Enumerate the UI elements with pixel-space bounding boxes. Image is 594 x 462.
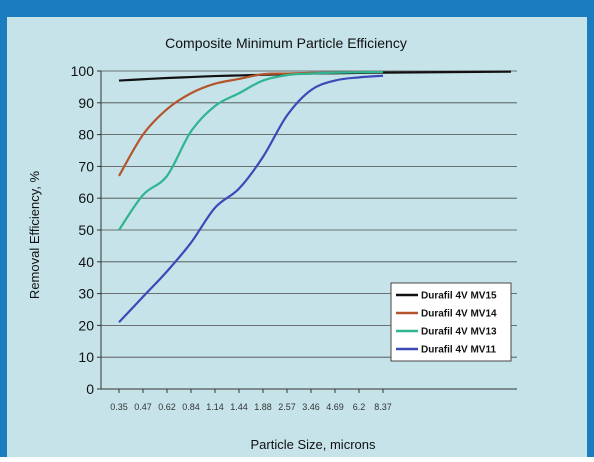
x-tick-label-6.2: 6.2 xyxy=(353,402,366,412)
series-line-extension-durafil-4v-mv15 xyxy=(382,70,512,74)
x-tick-label-0.62: 0.62 xyxy=(158,402,176,412)
y-tick-label-30: 30 xyxy=(78,286,94,302)
x-tick-label-1.44: 1.44 xyxy=(230,402,248,412)
x-tick-label-0.84: 0.84 xyxy=(182,402,200,412)
y-tick-label-90: 90 xyxy=(78,95,94,111)
legend-label-3: Durafil 4V MV11 xyxy=(421,345,496,356)
y-tick-label-20: 20 xyxy=(78,317,94,333)
x-tick-label-0.35: 0.35 xyxy=(110,402,128,412)
x-tick-label-2.57: 2.57 xyxy=(278,402,296,412)
x-tick-label-8.37: 8.37 xyxy=(374,402,392,412)
y-tick-label-50: 50 xyxy=(78,222,94,238)
series-line-durafil-4v-mv13 xyxy=(118,70,384,231)
x-tick-label-3.46: 3.46 xyxy=(302,402,320,412)
legend-label-0: Durafil 4V MV15 xyxy=(421,291,497,302)
y-tick-label-80: 80 xyxy=(78,127,94,143)
x-tick-label-0.47: 0.47 xyxy=(134,402,152,412)
legend-label-2: Durafil 4V MV13 xyxy=(421,327,497,338)
y-tick-label-100: 100 xyxy=(71,63,95,79)
x-tick-label-1.14: 1.14 xyxy=(206,402,224,412)
series-line-durafil-4v-mv11 xyxy=(118,74,384,323)
chart-title: Composite Minimum Particle Efficiency xyxy=(165,35,407,51)
x-tick-label-1.88: 1.88 xyxy=(254,402,272,412)
y-tick-label-10: 10 xyxy=(78,349,94,365)
y-tick-label-70: 70 xyxy=(78,158,94,174)
y-axis-label: Removal Efficiency, % xyxy=(27,171,42,300)
y-tick-label-0: 0 xyxy=(86,381,94,397)
chart-panel: Composite Minimum Particle Efficiency Re… xyxy=(7,17,587,457)
legend-label-1: Durafil 4V MV14 xyxy=(421,309,497,320)
particle-efficiency-chart: Composite Minimum Particle Efficiency Re… xyxy=(27,35,517,452)
y-tick-label-40: 40 xyxy=(78,254,94,270)
x-tick-label-4.69: 4.69 xyxy=(326,402,344,412)
y-tick-label-60: 60 xyxy=(78,190,94,206)
x-axis-label: Particle Size, microns xyxy=(251,437,376,452)
plot-area: 0 10 20 30 40 50 60 70 80 90 100 0.35 0.47 0.62 0.84 1.… xyxy=(71,63,517,412)
